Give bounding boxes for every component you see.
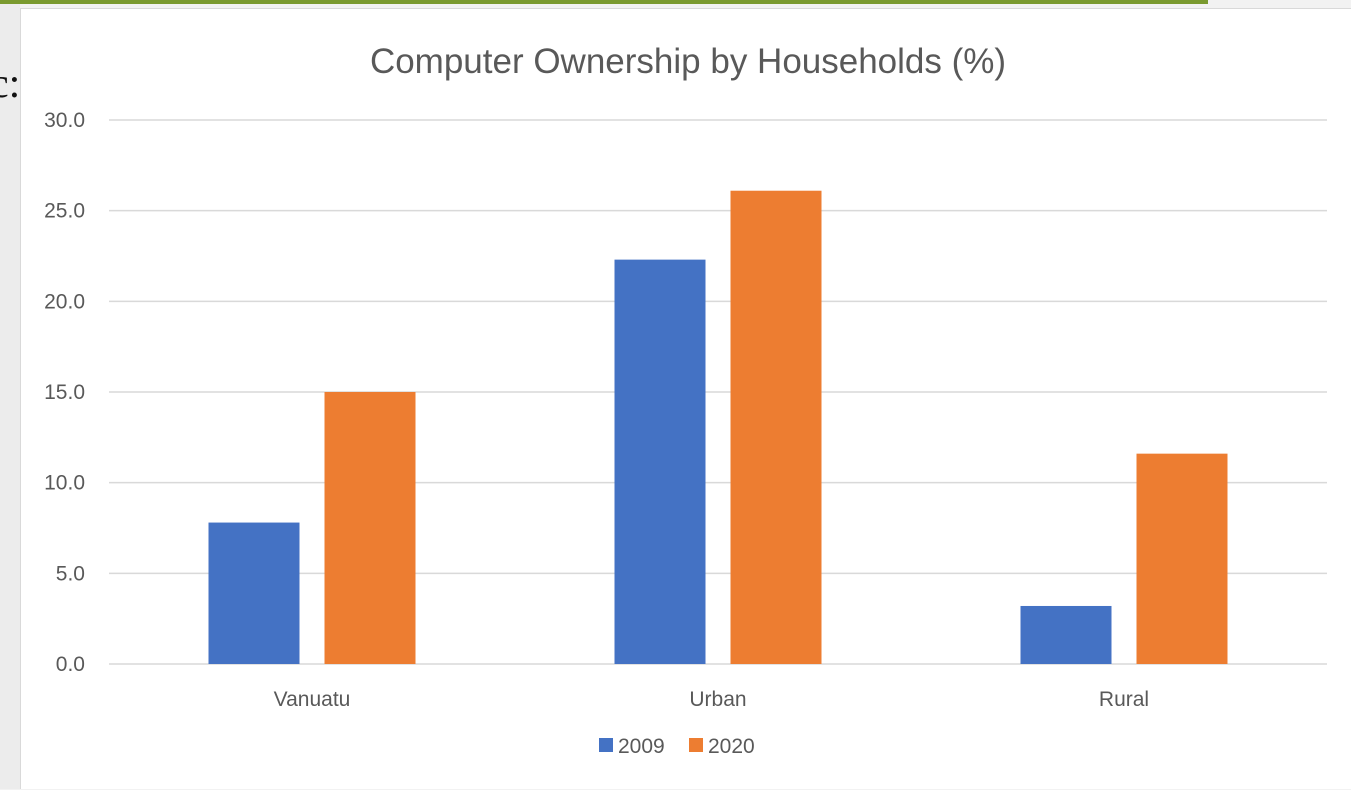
clipped-background-text: c: bbox=[0, 61, 21, 107]
bar-chart: Computer Ownership by Households (%) 0.0… bbox=[44, 42, 1327, 758]
chart-panel[interactable]: Computer Ownership by Households (%) 0.0… bbox=[20, 8, 1351, 789]
y-tick-label: 15.0 bbox=[44, 381, 85, 404]
gridlines bbox=[109, 119, 1327, 665]
legend-swatch-2020 bbox=[689, 738, 703, 752]
bar-2009-urban bbox=[614, 259, 706, 664]
bar-2020-vanuatu bbox=[324, 392, 416, 664]
x-category-label: Vanuatu bbox=[274, 688, 351, 711]
slide-left-margin bbox=[0, 4, 20, 789]
bars bbox=[208, 190, 1228, 664]
x-axis-category-labels: Vanuatu Urban Rural bbox=[274, 688, 1149, 711]
legend-label-2009: 2009 bbox=[618, 735, 665, 758]
bar-2009-rural bbox=[1020, 605, 1112, 664]
y-tick-label: 0.0 bbox=[56, 653, 85, 676]
legend-swatch-2009 bbox=[599, 738, 613, 752]
y-tick-label: 10.0 bbox=[44, 472, 85, 495]
y-tick-label: 30.0 bbox=[44, 109, 85, 132]
x-category-label: Rural bbox=[1099, 688, 1149, 711]
slide-top-rule bbox=[0, 0, 1208, 4]
bar-2009-vanuatu bbox=[208, 522, 300, 664]
chart-title: Computer Ownership by Households (%) bbox=[370, 42, 1006, 81]
y-tick-label: 5.0 bbox=[56, 562, 85, 585]
x-category-label: Urban bbox=[689, 688, 746, 711]
y-tick-label: 25.0 bbox=[44, 200, 85, 223]
y-axis-tick-labels: 0.0 5.0 10.0 15.0 20.0 25.0 30.0 bbox=[44, 109, 85, 676]
legend: 2009 2020 bbox=[599, 735, 755, 758]
legend-label-2020: 2020 bbox=[708, 735, 755, 758]
bar-2020-rural bbox=[1136, 453, 1228, 664]
y-tick-label: 20.0 bbox=[44, 290, 85, 313]
bar-2020-urban bbox=[730, 190, 822, 664]
